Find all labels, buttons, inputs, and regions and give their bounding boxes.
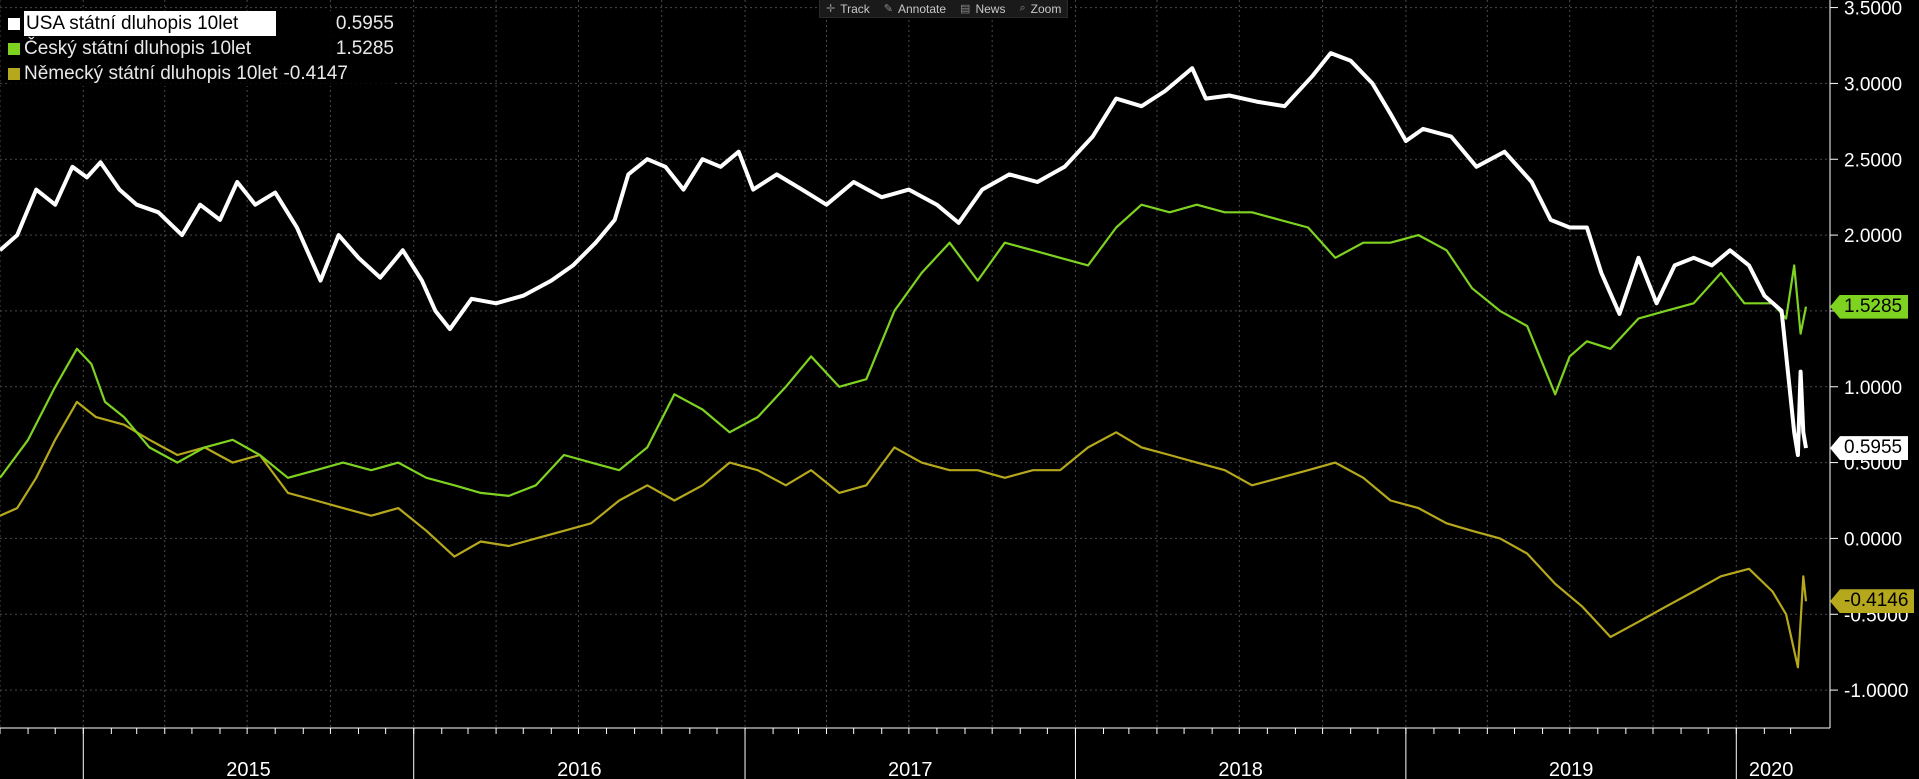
track-label: Track xyxy=(840,1,870,16)
y-tick-label: 3.5000 xyxy=(1844,0,1902,20)
legend-swatch xyxy=(8,67,20,80)
zoom-button[interactable]: ⌕ Zoom xyxy=(1019,2,1061,16)
legend-swatch xyxy=(8,42,20,55)
last-value-tag-czech: 1.5285 xyxy=(1830,294,1909,319)
news-button[interactable]: ▤ News xyxy=(960,2,1005,16)
x-tick-label: 2016 xyxy=(557,759,602,779)
x-tick-label: 2018 xyxy=(1218,759,1263,779)
annotate-label: Annotate xyxy=(898,1,947,16)
x-tick-label: 2020 xyxy=(1749,759,1794,779)
series-line-2 xyxy=(0,400,1808,669)
legend-item-czech[interactable]: Český státní dluhopis 10let 1.5285 xyxy=(8,36,394,61)
legend-item-germany[interactable]: Německý státní dluhopis 10let -0.4147 xyxy=(8,61,394,86)
legend-series-name: Německý státní dluhopis 10let xyxy=(24,63,278,84)
legend-item-usa[interactable]: USA státní dluhopis 10let 0.5955 xyxy=(8,11,394,36)
legend-series-name: Český státní dluhopis 10let xyxy=(24,38,252,59)
y-tick-label: -1.0000 xyxy=(1844,681,1908,702)
series-lines xyxy=(0,51,1808,669)
legend-series-name: USA státní dluhopis 10let xyxy=(24,11,276,36)
magnifier-icon: ⌕ xyxy=(1019,2,1026,14)
legend-swatch xyxy=(8,17,20,30)
zoom-label: Zoom xyxy=(1030,1,1062,16)
x-tick-label: 2015 xyxy=(226,759,271,779)
x-tick-label: 2019 xyxy=(1549,759,1594,779)
series-line-1 xyxy=(0,203,1808,497)
series-line-0 xyxy=(0,51,1808,457)
last-value-tag-germany: -0.4146 xyxy=(1830,589,1915,614)
pencil-icon: ✎ xyxy=(883,3,893,15)
news-icon: ▤ xyxy=(960,3,971,15)
legend-series-value: -0.4147 xyxy=(283,63,348,84)
chart-legend: USA státní dluhopis 10let 0.5955 Český s… xyxy=(8,11,394,86)
y-tick-label: 1.0000 xyxy=(1844,378,1902,399)
y-tick-label: 2.0000 xyxy=(1844,226,1902,247)
last-value-tag-usa: 0.5955 xyxy=(1830,436,1909,461)
crosshair-icon: ✛ xyxy=(826,3,836,15)
annotate-button[interactable]: ✎ Annotate xyxy=(884,2,946,16)
legend-series-value: 1.5285 xyxy=(335,38,394,59)
y-tick-label: 3.0000 xyxy=(1844,74,1902,95)
news-label: News xyxy=(975,1,1006,16)
legend-series-value: 0.5955 xyxy=(335,13,394,34)
chart-toolbar: ✛ Track ✎ Annotate ▤ News ⌕ Zoom xyxy=(819,0,1069,18)
track-button[interactable]: ✛ Track xyxy=(826,2,870,16)
y-tick-label: 0.0000 xyxy=(1844,529,1902,550)
x-tick-label: 2017 xyxy=(888,759,933,779)
y-tick-label: 2.5000 xyxy=(1844,150,1902,171)
grid xyxy=(0,0,1830,728)
